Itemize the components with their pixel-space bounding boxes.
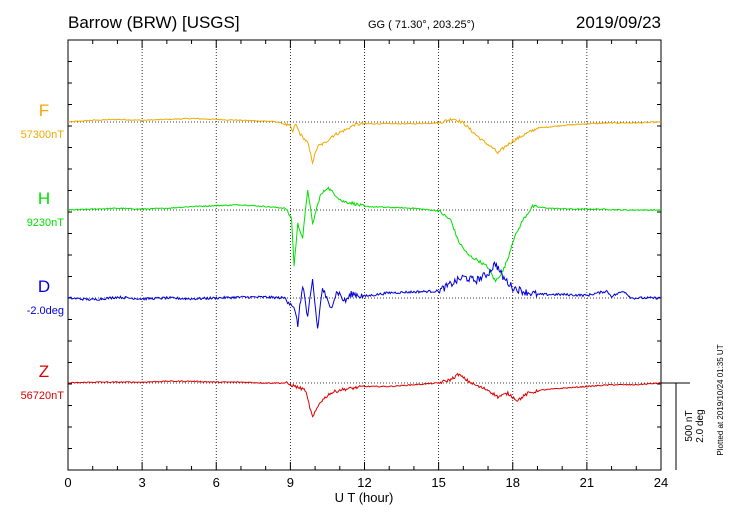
x-tick-label: 12 [357,475,371,490]
station-coordinates: GG ( 71.30°, 203.25°) [368,19,475,31]
x-tick-label: 18 [506,475,520,490]
series-z-baseline-value: 56720nT [21,390,65,402]
series-h-line [68,187,661,281]
x-tick-label: 21 [580,475,594,490]
scale-bar-deg-label: 2.0 deg [695,409,706,442]
x-tick-label: 15 [431,475,445,490]
series-f-baseline-value: 57300nT [21,129,65,141]
series-z-name: Z [39,362,49,381]
series-d-line [68,262,661,328]
series-d-baseline-value: -2.0deg [27,305,64,317]
x-tick-label: 3 [139,475,146,490]
series-traces [68,118,661,417]
chart-title: Barrow (BRW) [USGS] [68,13,240,32]
series-h-name: H [38,189,50,208]
vertical-gridlines [142,40,587,470]
series-labels: F 57300nT H 9230nT D -2.0deg Z 56720nT [21,101,65,402]
series-h-baseline-value: 9230nT [27,217,65,229]
chart-date: 2019/09/23 [576,13,661,32]
x-tick-label: 0 [64,475,71,490]
series-f-name: F [39,101,49,120]
plot-frame [68,40,661,470]
x-tick-label: 24 [654,475,668,490]
x-tick-labels: 0 3 6 9 12 15 18 21 24 [64,475,668,490]
x-axis-label: U T (hour) [335,490,394,505]
plotted-timestamp: Plotted at 2019/10/24 01:35 UT [716,344,725,455]
axis-ticks [68,40,661,470]
scale-bar: 500 nT 2.0 deg [661,383,706,470]
x-tick-label: 9 [287,475,294,490]
x-tick-label: 6 [213,475,220,490]
series-z-line [68,374,661,417]
scale-bar-nt-label: 500 nT [684,410,695,441]
series-d-name: D [38,277,50,296]
